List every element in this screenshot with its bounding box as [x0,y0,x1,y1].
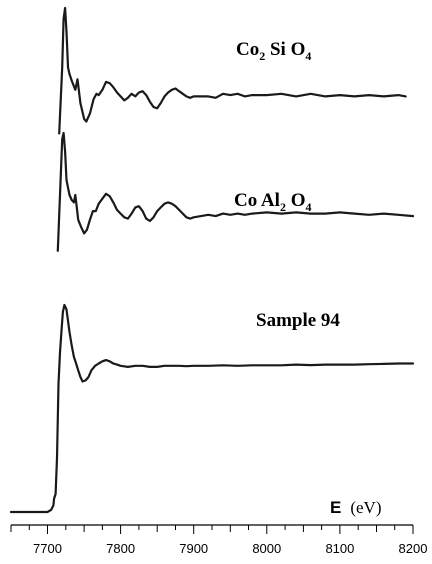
x-tick-label: 7700 [33,541,62,556]
x-axis-symbol: E [330,498,341,517]
x-tick-label: 8200 [399,541,428,556]
x-axis: 7700 7800 7900 8000 8100 8200 [10,524,428,556]
series-line-3 [9,303,415,514]
series-label-3: Sample 94 [256,310,340,331]
series-label-2: Co Al2 O4 [234,190,311,214]
series-label-1: Co2 Si O4 [236,39,311,63]
series-line-2 [56,131,415,252]
x-axis-label: E (eV) [330,498,382,517]
series-line-1 [58,6,407,135]
x-tick-label: 7900 [179,541,208,556]
x-axis-unit: (eV) [350,498,381,517]
x-tick-label: 8100 [325,541,354,556]
labels-layer: Co2 Si O4 Co Al2 O4 Sample 94 [234,39,340,331]
series-layer [9,6,415,514]
x-tick-label: 7800 [106,541,135,556]
x-tick-label: 8000 [252,541,281,556]
